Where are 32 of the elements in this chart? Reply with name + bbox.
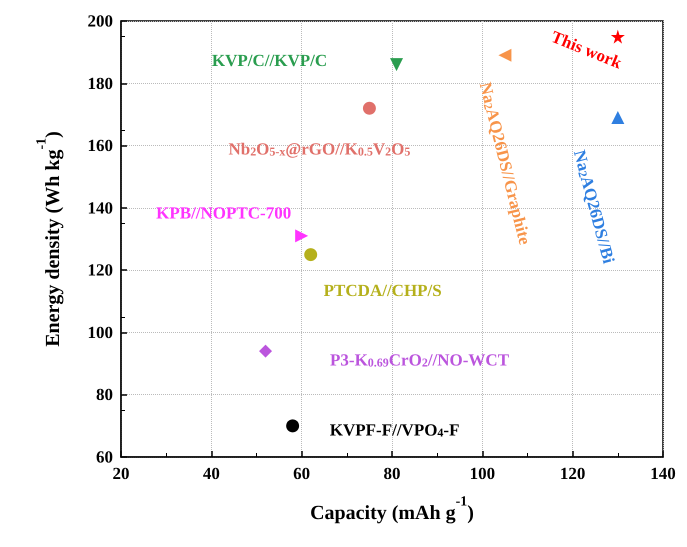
text: KVP/C//KVP/C: [212, 51, 328, 70]
point: [286, 419, 300, 432]
y-tick-label: 60: [96, 448, 113, 466]
x-tick-label: 100: [470, 464, 496, 483]
y-tick-label: 80: [96, 385, 113, 404]
y-tick-label: 120: [88, 260, 113, 280]
x-tick-label: 140: [650, 464, 676, 483]
point: [390, 58, 404, 72]
series-label: KPB//NOPTC-700: [156, 203, 292, 222]
point: [304, 248, 318, 262]
y-tick-label: 140: [88, 198, 113, 218]
point: [362, 102, 376, 115]
text: Nb2O5-x@rGO//K0.5V2O5: [228, 140, 410, 159]
point: [611, 111, 624, 124]
series-label: PTCDA//CHP/S: [324, 281, 442, 300]
point: [610, 30, 625, 44]
point: [259, 344, 272, 358]
x-tick-label: 60: [293, 464, 310, 483]
point: [498, 48, 512, 62]
x-tick-label: 120: [560, 464, 586, 483]
y-tick-label: 100: [88, 322, 113, 342]
y-axis-title: Energy density (Wh kg-1): [34, 131, 64, 347]
text: This work: [548, 27, 626, 73]
x-tick-label: 40: [202, 464, 220, 483]
y-tick-label: 160: [88, 136, 113, 156]
text: P3-K0.69CrO2//NO-WCT: [330, 350, 510, 370]
series-label: KVPF-F//VPO4-F: [330, 420, 460, 440]
x-tick-label: 20: [112, 464, 130, 483]
y-tick-label: 200: [88, 12, 113, 30]
x-tick-label: 80: [384, 464, 400, 483]
point: [295, 229, 308, 242]
y-tick-label: 180: [88, 74, 113, 93]
